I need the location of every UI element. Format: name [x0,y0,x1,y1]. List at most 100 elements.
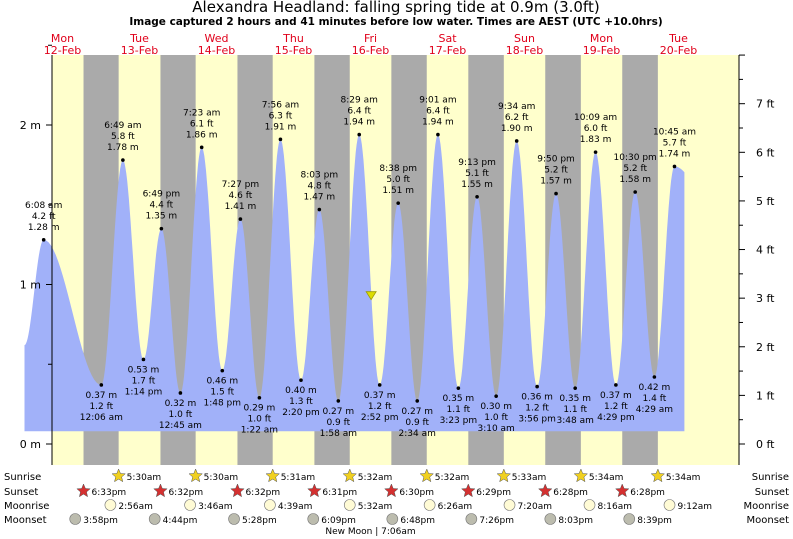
tide-point [121,158,125,162]
sunrise-icon [188,468,203,483]
moonrise-time: 7:20am [518,502,553,512]
tide-ft: 6.1 ft [190,119,214,129]
tide-ft: 5.1 ft [465,169,489,179]
sunset-time: 6:31pm [322,488,357,498]
tide-point [41,238,46,242]
moon-phase-label: New Moon | 7:06am [325,527,415,537]
tide-m: 1.74 m [659,149,691,159]
tide-point [554,191,558,196]
day-date: 17-Feb [429,44,466,57]
tide-time: 9:01 am [419,96,456,106]
tide-point [357,132,362,137]
tide-point [396,201,400,205]
tide-ft: 4.6 ft [229,191,253,201]
row-label-left: Moonset [4,515,47,526]
tide-m: 1.90 m [501,124,533,134]
sunset-time: 6:29pm [476,488,511,498]
sunrise-icon [265,468,281,483]
tide-ft: 6.0 ft [584,124,608,134]
tide-time: 1:14 pm [125,387,163,397]
tide-point [257,395,262,400]
moonrise-icon [343,499,356,511]
day-name: Mon [590,32,613,45]
tide-m: 1.41 m [225,202,257,212]
moonset-time: 8:39pm [637,516,672,526]
moonset-icon [148,513,161,525]
tide-ft: 4.4 ft [150,201,174,211]
sunrise-time: 5:32am [358,473,393,483]
tide-ft: 1.0 ft [248,415,272,425]
sunrise-time: 5:33am [512,473,547,483]
tide-m: 0.36 m [521,393,553,403]
tide-m: 0.35 m [443,394,475,404]
tide-ft: 0.9 ft [405,418,429,428]
moonset-icon [228,513,240,525]
tide-time: 10:45 am [653,127,696,137]
right-tick-label: 4 ft [756,244,775,257]
tide-time: 12:45 am [159,421,202,431]
day-date: 18-Feb [506,44,543,57]
sunrise-icon [419,468,435,483]
tide-curve [24,134,685,432]
sunrise-icon [650,468,666,483]
day-date: 16-Feb [352,44,389,57]
tide-time: 8:38 pm [379,164,417,174]
tide-ft: 6.3 ft [269,111,293,121]
sunset-time: 6:33pm [92,488,127,498]
tide-ft: 6.2 ft [505,113,529,123]
chart-title: Alexandra Headland: falling spring tide … [192,0,599,16]
tide-time: 8:03 pm [301,171,339,181]
tide-m: 0.42 m [639,383,671,393]
tide-m: 0.32 m [165,399,197,409]
tide-ft: 4.2 ft [32,212,56,222]
right-tick-label: 0 ft [756,438,775,451]
tide-time: 1:48 pm [203,399,241,409]
tide-time: 2:34 am [399,429,436,439]
tide-m: 0.27 m [322,407,354,417]
tide-time: 3:10 am [477,424,514,434]
moonrise-time: 9:12am [678,502,713,512]
tide-m: 0.37 m [85,391,117,401]
moonrise-icon [663,499,676,511]
sunrise-time: 5:30am [204,473,239,483]
tide-ft: 1.0 ft [169,410,193,420]
tide-point [199,145,204,150]
moonrise-icon [184,499,196,511]
tide-ft: 1.2 ft [89,402,113,412]
sunrise-time: 5:31am [281,473,316,483]
tide-area [24,134,685,432]
tide-m: 1.91 m [265,122,297,132]
tide-ft: 1.1 ft [563,405,587,415]
day-name: Wed [205,32,229,45]
tide-point [141,357,146,362]
sunrise-icon [342,468,358,483]
tide-point [317,207,322,212]
tide-time: 4:29 am [636,405,673,415]
moonrise-icon [104,499,117,511]
tide-time: 8:29 am [341,96,378,106]
tide-point [415,399,420,403]
row-label-right: Moonrise [744,501,789,512]
left-tick-label: 2 m [20,119,41,132]
day-date: 15-Feb [275,44,312,57]
sunset-time: 6:28pm [553,488,588,498]
day-name: Fri [364,32,377,45]
moonset-time: 5:28pm [242,516,277,526]
tide-point [652,375,657,379]
tide-ft: 4.8 ft [307,182,331,192]
tide-point [278,137,283,142]
row-label-right: Sunset [755,487,789,498]
tide-point [159,226,164,231]
tide-time: 7:23 am [183,108,220,118]
moonset-time: 6:48pm [400,516,435,526]
tide-time: 3:56 pm [518,415,556,425]
tide-point [178,391,183,395]
tide-ft: 6.4 ft [426,107,450,117]
sunset-icon [153,483,168,498]
tide-m: 1.58 m [619,175,651,185]
tide-time: 2:20 pm [282,408,320,418]
moonset-icon [307,513,320,525]
right-tick-label: 3 ft [756,292,775,305]
moonrise-time: 2:56am [118,502,152,512]
moonset-time: 8:03pm [558,516,593,526]
